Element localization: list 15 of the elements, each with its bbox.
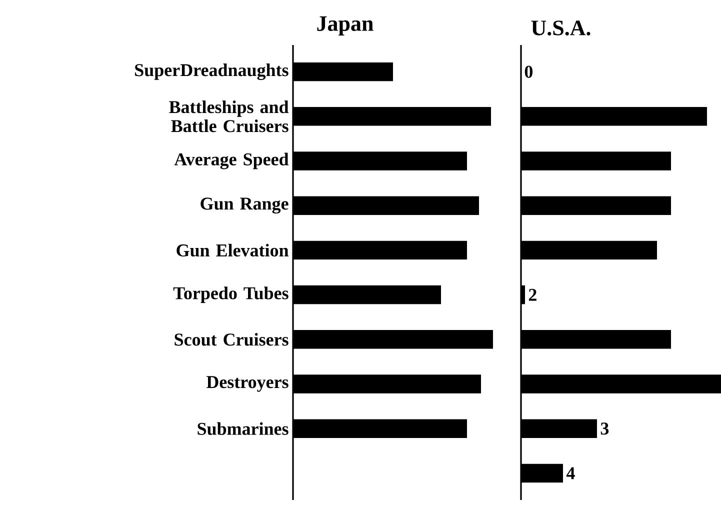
annotation: 2 [528,288,536,301]
y-tick-label: Battleships and Battle Cruisers [169,100,289,132]
y-tick-label: Scout Cruisers [174,333,288,346]
annotation: 3 [600,422,609,435]
annotation: 0 [524,66,533,78]
y-tick-label: SuperDreadnaughts [135,64,288,80]
y-tick-label: Gun Elevation [176,244,289,257]
chart-title: U.S.A. [531,20,590,36]
y-tick-label: Submarines [198,422,288,435]
y-tick-label: Destroyers [206,376,288,392]
y-tick-label: Gun Range [200,198,288,214]
y-tick-label: Average Speed [174,152,289,170]
y-tick-label: Torpedo Tubes [173,286,288,303]
chart-title: Japan [317,16,374,36]
annotation: 4 [566,467,575,480]
